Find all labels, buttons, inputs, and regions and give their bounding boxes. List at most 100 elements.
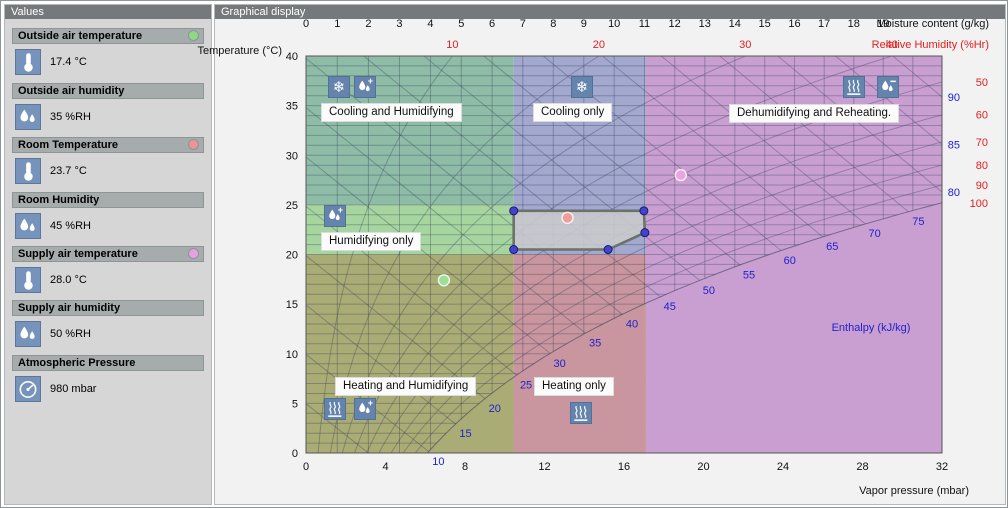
status-dot-supply-temp[interactable] xyxy=(188,248,199,259)
humidity-icon xyxy=(15,321,41,347)
moisture-tick: 14 xyxy=(729,18,741,30)
enthalpy-right-tick: 90 xyxy=(948,92,960,104)
value-group-pressure: Atmospheric Pressure 980 mbar xyxy=(12,355,204,402)
room-point[interactable] xyxy=(561,211,574,225)
moisture-tick: 13 xyxy=(699,18,711,30)
flat-dehumidifying xyxy=(645,202,942,453)
comfort-zone-handle[interactable] xyxy=(603,245,613,255)
thermometer-icon xyxy=(15,158,41,184)
value-header: Room Humidity xyxy=(12,192,204,208)
value-label: Outside air humidity xyxy=(18,85,125,97)
comfort-zone-handle[interactable] xyxy=(509,245,519,255)
supply-air-point[interactable] xyxy=(674,168,687,182)
saturation-curve xyxy=(427,202,943,454)
value-group-supply-humidity: Supply air humidity 50 %RH xyxy=(12,300,204,347)
moisture-tick: 10 xyxy=(608,18,620,30)
moisture-tick: 15 xyxy=(759,18,771,30)
temp-tick: 5 xyxy=(292,398,298,410)
gauge-icon xyxy=(15,376,41,402)
moisture-tick: 4 xyxy=(427,18,433,30)
enthalpy-curve-label: 35 xyxy=(589,337,601,349)
moisture-tick: 3 xyxy=(396,18,402,30)
value-text: 35 %RH xyxy=(50,111,91,123)
temp-axis-label: Temperature (°C) xyxy=(198,45,282,57)
moisture-axis-label: Moisture content (g/kg) xyxy=(877,18,990,30)
rh-right-tick: 90 xyxy=(976,180,988,192)
comfort-zone-handle[interactable] xyxy=(509,206,519,216)
value-group-room-temp: Room Temperature 23.7 °C xyxy=(12,137,204,184)
value-header: Supply air humidity xyxy=(12,300,204,316)
enthalpy-curve-label: 60 xyxy=(784,255,796,267)
value-label: Room Humidity xyxy=(18,194,100,206)
values-panel: Values Outside air temperature 17.4 °C O… xyxy=(4,4,212,505)
vapor-axis-label: Vapor pressure (mbar) xyxy=(859,485,969,497)
enthalpy-right-tick: 85 xyxy=(948,139,960,151)
value-header: Outside air temperature xyxy=(12,28,204,44)
value-header: Supply air temperature xyxy=(12,246,204,262)
moisture-tick: 5 xyxy=(458,18,464,30)
value-label: Atmospheric Pressure xyxy=(18,357,136,369)
temp-tick: 20 xyxy=(286,250,298,262)
moisture-tick: 18 xyxy=(848,18,860,30)
value-label: Outside air temperature xyxy=(18,30,143,42)
rh-right-tick: 70 xyxy=(976,137,988,149)
graphical-display-title: Graphical display xyxy=(215,5,1005,19)
temp-tick: 40 xyxy=(286,51,298,63)
value-text: 50 %RH xyxy=(50,328,91,340)
value-text: 28.0 °C xyxy=(50,274,87,286)
vapor-tick: 20 xyxy=(697,461,709,473)
enthalpy-curve-label: 40 xyxy=(626,319,638,331)
rh-top-tick: 30 xyxy=(739,39,751,51)
moisture-tick: 6 xyxy=(489,18,495,30)
rh-right-tick: 60 xyxy=(976,110,988,122)
rh-top-tick: 10 xyxy=(446,39,458,51)
enthalpy-curve-label: 65 xyxy=(826,241,838,253)
enthalpy-curve-label: 30 xyxy=(554,358,566,370)
moisture-tick: 8 xyxy=(550,18,556,30)
comfort-zone-polygon[interactable] xyxy=(512,209,647,251)
thermometer-icon xyxy=(15,49,41,75)
vapor-tick: 24 xyxy=(777,461,789,473)
outside-air-point[interactable] xyxy=(437,274,451,287)
values-panel-body: Outside air temperature 17.4 °C Outside … xyxy=(5,19,211,504)
value-label: Supply air temperature xyxy=(18,248,138,260)
humidity-icon xyxy=(15,104,41,130)
value-group-outside-temp: Outside air temperature 17.4 °C xyxy=(12,28,204,75)
status-dot-outside-temp[interactable] xyxy=(188,30,199,41)
status-dot-room-temp[interactable] xyxy=(188,139,199,150)
moisture-tick: 2 xyxy=(365,18,371,30)
comfort-zone-handle[interactable] xyxy=(639,206,649,216)
values-panel-title: Values xyxy=(5,5,211,19)
flat-heating-humidifying xyxy=(427,377,514,453)
enthalpy-curve-label: 10 xyxy=(432,456,444,468)
value-header: Outside air humidity xyxy=(12,83,204,99)
vapor-tick: 32 xyxy=(936,461,948,473)
plot-border xyxy=(305,55,943,454)
rh-axis-label: Relative Humidity (%Hr) xyxy=(872,39,989,51)
vapor-tick: 16 xyxy=(618,461,630,473)
moisture-tick: 17 xyxy=(818,18,830,30)
temp-tick: 0 xyxy=(292,448,298,460)
moisture-tick: 9 xyxy=(581,18,587,30)
value-text: 45 %RH xyxy=(50,220,91,232)
vapor-tick: 28 xyxy=(856,461,868,473)
rh-right-tick: 80 xyxy=(976,160,988,172)
temp-tick: 10 xyxy=(286,349,298,361)
humidity-icon xyxy=(15,213,41,239)
value-header: Atmospheric Pressure xyxy=(12,355,204,371)
value-group-supply-temp: Supply air temperature 28.0 °C xyxy=(12,246,204,293)
enthalpy-curve-label: 45 xyxy=(664,301,676,313)
vapor-tick: 12 xyxy=(538,461,550,473)
comfort-zone-handle[interactable] xyxy=(640,228,650,238)
enthalpy-curve-label: 70 xyxy=(869,228,881,240)
value-text: 980 mbar xyxy=(50,383,97,395)
vapor-tick: 0 xyxy=(303,461,309,473)
vapor-tick: 4 xyxy=(382,461,388,473)
rh-top-tick: 40 xyxy=(886,39,898,51)
enthalpy-curve-label: 55 xyxy=(743,269,755,281)
rh-top-tick: 20 xyxy=(593,39,605,51)
rh-right-tick: 100 xyxy=(970,198,988,210)
temp-tick: 35 xyxy=(286,101,298,113)
